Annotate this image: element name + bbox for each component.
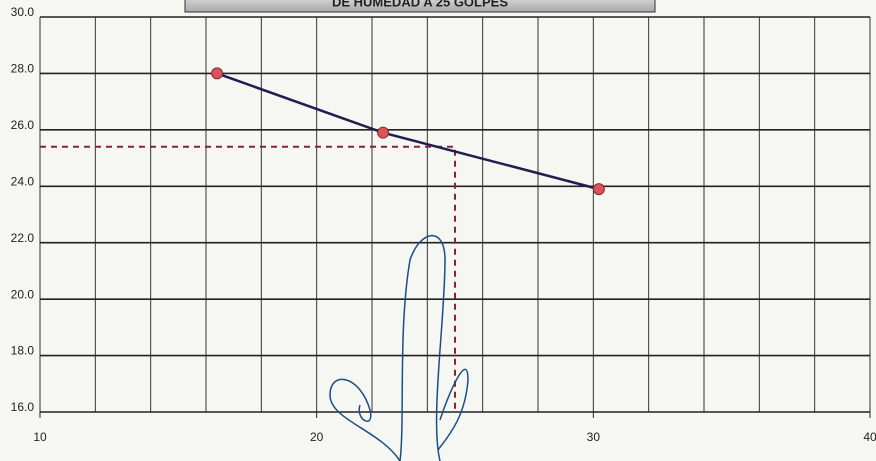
x-tick-label: 40 xyxy=(863,430,876,444)
chart-title: DE HUMEDAD A 25 GOLPES xyxy=(332,0,508,9)
marks xyxy=(40,67,605,412)
data-point xyxy=(377,126,390,139)
x-tick-label: 30 xyxy=(587,430,601,444)
y-tick-label: 28.0 xyxy=(11,62,35,76)
y-tick-label: 26.0 xyxy=(11,118,35,132)
y-tick-label: 18.0 xyxy=(11,344,35,358)
y-tick-label: 16.0 xyxy=(11,400,35,414)
data-point xyxy=(211,67,224,80)
x-tick-label: 20 xyxy=(310,430,324,444)
title-box xyxy=(184,0,656,13)
y-tick-label: 24.0 xyxy=(11,174,35,188)
y-tick-label: 30.0 xyxy=(11,5,35,19)
x-tick-label: 10 xyxy=(33,430,47,444)
data-point xyxy=(592,183,605,196)
y-tick-label: 22.0 xyxy=(11,231,35,245)
signature xyxy=(329,234,469,461)
y-tick-label: 20.0 xyxy=(11,287,35,301)
